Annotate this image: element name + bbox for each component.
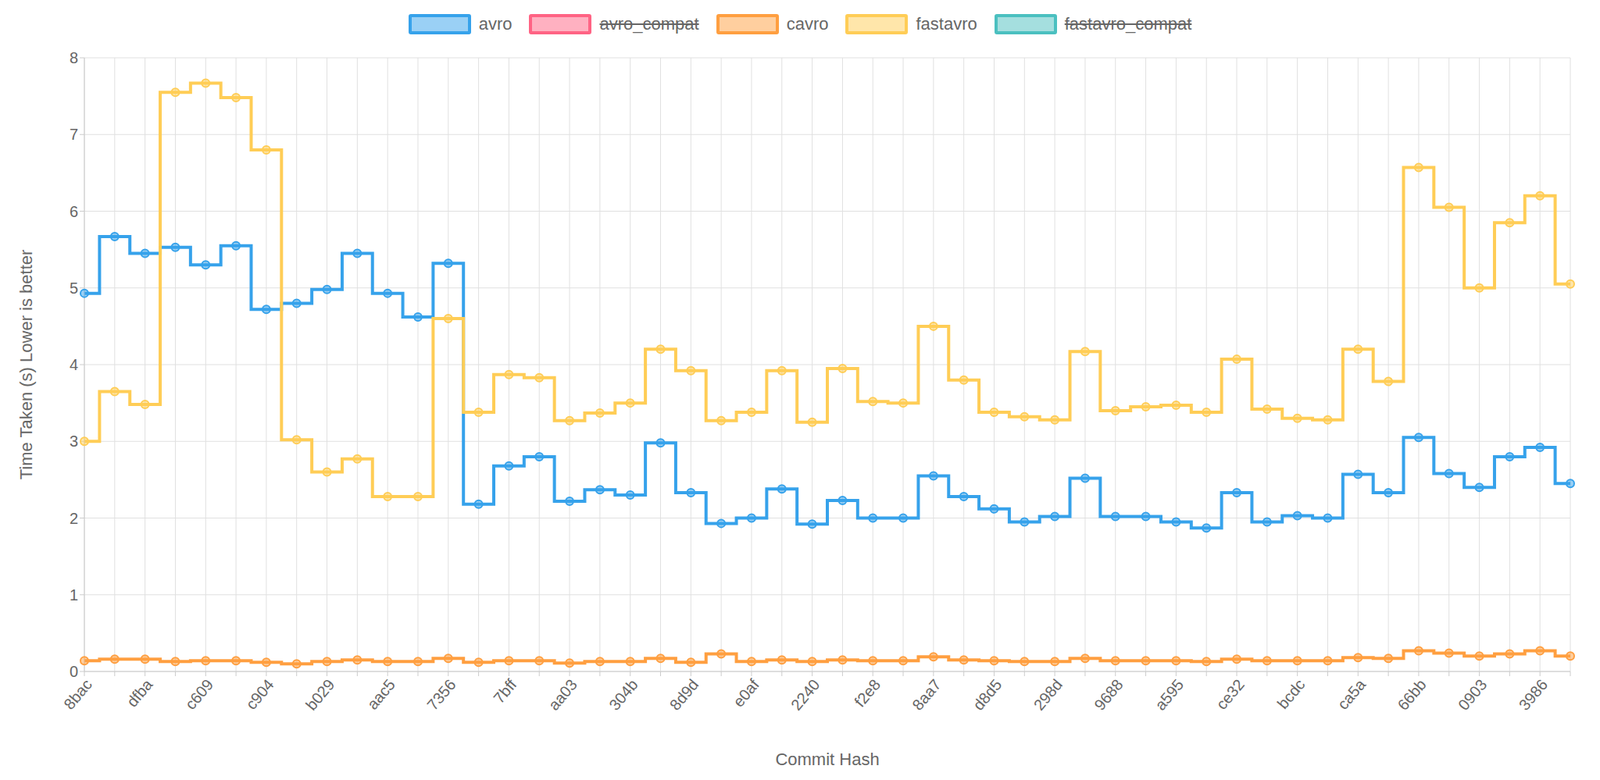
svg-text:6: 6 (69, 203, 79, 221)
svg-text:8aa7: 8aa7 (908, 676, 944, 715)
svg-text:c904: c904 (242, 676, 278, 714)
svg-text:298d: 298d (1030, 676, 1066, 715)
svg-text:7bff: 7bff (489, 675, 520, 708)
svg-text:2: 2 (69, 510, 79, 528)
svg-text:304b: 304b (605, 676, 641, 715)
svg-text:aa03: aa03 (545, 676, 581, 715)
html-text:avro: avro (478, 14, 513, 34)
svg-text:0903: 0903 (1454, 676, 1490, 715)
svg-text:1: 1 (69, 586, 79, 604)
html-text:cavro: cavro (786, 14, 829, 34)
svg-text:f2e8: f2e8 (850, 676, 884, 711)
svg-text:0: 0 (69, 663, 79, 681)
svg-text:e0af: e0af (729, 675, 763, 711)
svg-text:5: 5 (69, 279, 79, 297)
svg-text:2240: 2240 (787, 676, 823, 715)
svg-text:Time Taken (s) Lower is better: Time Taken (s) Lower is better (16, 250, 36, 481)
svg-text:7: 7 (69, 125, 79, 143)
svg-text:d8d5: d8d5 (969, 676, 1005, 715)
svg-text:Commit Hash: Commit Hash (775, 750, 879, 770)
svg-text:8: 8 (69, 49, 79, 67)
svg-text:4: 4 (69, 356, 79, 374)
html-text:fastavro: fastavro (915, 14, 978, 34)
svg-text:a595: a595 (1151, 676, 1187, 715)
svg-text:66bb: 66bb (1393, 676, 1429, 715)
svg-text:b029: b029 (302, 676, 338, 715)
svg-text:ce32: ce32 (1212, 676, 1248, 714)
svg-text:3: 3 (69, 432, 79, 450)
html-text:fastavro_compat: fastavro_compat (1064, 14, 1192, 34)
svg-text:aac5: aac5 (363, 676, 399, 714)
svg-text:c609: c609 (181, 676, 217, 714)
svg-text:8d9d: 8d9d (666, 676, 702, 715)
html-text:avro_compat: avro_compat (599, 14, 699, 34)
svg-text:7356: 7356 (423, 676, 459, 715)
svg-text:ca5a: ca5a (1333, 675, 1369, 714)
svg-text:dfba: dfba (123, 675, 157, 711)
svg-text:3986: 3986 (1515, 676, 1551, 715)
svg-text:bcdc: bcdc (1274, 676, 1309, 714)
svg-text:9688: 9688 (1090, 676, 1126, 715)
svg-text:8bac: 8bac (60, 676, 96, 714)
